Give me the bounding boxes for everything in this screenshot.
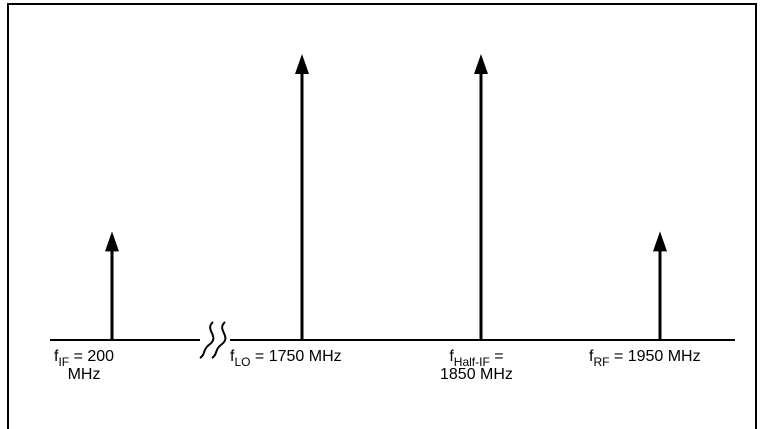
arrow-lo (295, 54, 309, 340)
label-f-if: fIF = 200 MHz (54, 348, 115, 383)
figure-frame (7, 3, 757, 429)
arrow-if (105, 231, 119, 340)
axis-break-symbol (199, 320, 230, 360)
arrow-rf (653, 231, 667, 340)
arrow-half-if (474, 54, 488, 340)
label-f-half-if: fHalf-IF = 1850 MHz (440, 348, 513, 383)
spectral-lines (105, 54, 667, 340)
label-f-rf: fRF = 1950 MHz (589, 348, 701, 369)
label-f-lo: fLO = 1750 MHz (230, 348, 342, 369)
